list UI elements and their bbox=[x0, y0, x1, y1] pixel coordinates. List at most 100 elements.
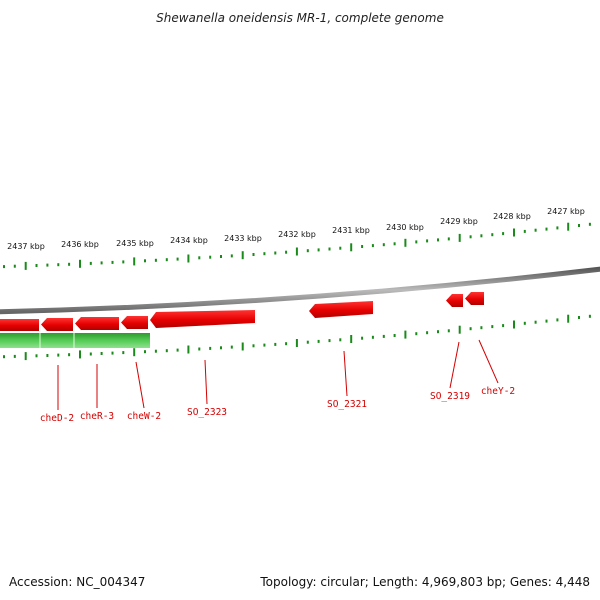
lower-ruler-minor-tick bbox=[57, 353, 60, 357]
lower-ruler-minor-tick bbox=[89, 352, 92, 356]
kbp-label-2434: 2434 kbp bbox=[170, 236, 208, 245]
callout-line-so-2319 bbox=[449, 341, 460, 389]
upper-ruler-minor-tick bbox=[339, 246, 342, 250]
lower-ruler-minor-tick bbox=[176, 348, 179, 352]
upper-ruler-minor-tick bbox=[220, 255, 222, 258]
lower-ruler-major-tick bbox=[513, 320, 515, 329]
lower-ruler-major-tick bbox=[79, 350, 81, 359]
gene-label-so-2323: SO_2323 bbox=[187, 407, 227, 418]
upper-ruler-minor-tick bbox=[165, 258, 168, 262]
lower-ruler-major-tick bbox=[241, 342, 244, 351]
upper-ruler-minor-tick bbox=[545, 227, 548, 231]
upper-ruler-minor-tick bbox=[100, 261, 103, 265]
upper-ruler-minor-tick bbox=[480, 234, 483, 238]
upper-ruler-minor-tick bbox=[491, 233, 494, 237]
lower-ruler-minor-tick bbox=[578, 316, 580, 319]
lower-ruler-minor-tick bbox=[122, 351, 125, 355]
lower-ruler-minor-tick bbox=[263, 343, 266, 347]
gene-arrow-so-2324 bbox=[121, 316, 148, 329]
green-gene-block bbox=[0, 333, 150, 348]
lower-ruler-minor-tick bbox=[447, 329, 450, 333]
lower-ruler-minor-tick bbox=[68, 353, 71, 357]
lower-ruler-minor-tick bbox=[144, 350, 146, 354]
callout-line-chew-2 bbox=[135, 361, 145, 409]
upper-ruler-minor-tick bbox=[578, 224, 580, 227]
upper-ruler-minor-tick bbox=[328, 247, 331, 251]
upper-ruler-minor-tick bbox=[144, 259, 146, 263]
upper-ruler-minor-tick bbox=[198, 256, 201, 260]
lower-ruler-minor-tick bbox=[491, 325, 494, 329]
kbp-label-2428: 2428 kbp bbox=[493, 212, 531, 221]
upper-ruler-major-tick bbox=[567, 222, 570, 231]
gene-label-chew-2: cheW-2 bbox=[127, 411, 161, 422]
upper-ruler-minor-tick bbox=[556, 226, 559, 230]
upper-ruler-major-tick bbox=[295, 247, 298, 256]
lower-ruler-minor-tick bbox=[502, 324, 505, 328]
upper-ruler-minor-tick bbox=[230, 254, 233, 258]
upper-ruler-minor-tick bbox=[68, 262, 71, 266]
lower-ruler-minor-tick bbox=[545, 319, 548, 323]
upper-ruler-labels: 2437 kbp 2436 kbp 2435 kbp 2434 kbp 2433… bbox=[7, 207, 585, 251]
gene-label-so-2319: SO_2319 bbox=[430, 391, 470, 402]
gene-arrow-cher-3 bbox=[41, 318, 73, 331]
genome-backbone bbox=[0, 266, 600, 315]
lower-ruler-minor-tick bbox=[339, 338, 342, 342]
upper-ruler-minor-tick bbox=[361, 245, 364, 248]
lower-ruler-minor-tick bbox=[230, 345, 233, 349]
lower-ruler-minor-tick bbox=[111, 351, 114, 355]
lower-ruler-minor-tick bbox=[437, 330, 439, 334]
lower-ruler-minor-tick bbox=[13, 354, 16, 358]
upper-ruler-major-tick bbox=[241, 251, 244, 260]
upper-ruler-minor-tick bbox=[154, 258, 157, 262]
reverse-strand-genes bbox=[0, 333, 150, 348]
lower-ruler-minor-tick bbox=[534, 320, 537, 324]
upper-ruler-minor-tick bbox=[382, 243, 385, 247]
lower-ruler-major-tick bbox=[187, 345, 190, 354]
gene-labels: cheD-2 cheR-3 cheW-2 SO_2323 SO_2321 SO_… bbox=[40, 386, 515, 424]
kbp-label-2430: 2430 kbp bbox=[386, 223, 424, 232]
lower-ruler-ticks bbox=[3, 314, 591, 361]
lower-ruler-minor-tick bbox=[361, 336, 364, 340]
gene-label-cher-3: cheR-3 bbox=[80, 411, 114, 422]
forward-strand-genes bbox=[0, 292, 484, 331]
callout-line-chey-2 bbox=[478, 339, 499, 384]
upper-ruler-minor-tick bbox=[252, 253, 255, 256]
lower-ruler-minor-tick bbox=[252, 344, 255, 348]
kbp-label-2429: 2429 kbp bbox=[440, 217, 478, 226]
lower-ruler-minor-tick bbox=[3, 355, 5, 359]
kbp-label-2431: 2431 kbp bbox=[332, 226, 370, 235]
lower-ruler-major-tick bbox=[350, 335, 353, 343]
upper-ruler-minor-tick bbox=[13, 264, 16, 268]
upper-ruler-minor-tick bbox=[317, 248, 320, 252]
upper-ruler-minor-tick bbox=[122, 260, 125, 264]
lower-ruler-minor-tick bbox=[35, 354, 38, 358]
upper-ruler-minor-tick bbox=[415, 240, 418, 244]
gene-arrow-so-2323 bbox=[150, 310, 255, 328]
kbp-label-2436: 2436 kbp bbox=[61, 240, 99, 249]
upper-ruler-major-tick bbox=[24, 261, 27, 270]
lower-ruler-minor-tick bbox=[426, 331, 429, 335]
upper-ruler-minor-tick bbox=[447, 237, 450, 241]
upper-ruler-minor-tick bbox=[57, 263, 60, 267]
upper-ruler-minor-tick bbox=[426, 239, 429, 243]
gene-arrow-so-2319 bbox=[446, 294, 463, 307]
kbp-label-2427: 2427 kbp bbox=[547, 207, 585, 216]
upper-ruler-major-tick bbox=[79, 259, 81, 268]
gene-arrow-ched-2 bbox=[0, 319, 39, 331]
upper-ruler-minor-tick bbox=[3, 265, 5, 269]
upper-ruler-minor-tick bbox=[393, 242, 396, 246]
lower-ruler-minor-tick bbox=[328, 339, 331, 343]
upper-ruler-minor-tick bbox=[588, 222, 591, 226]
upper-ruler-major-tick bbox=[350, 243, 353, 252]
upper-ruler-minor-tick bbox=[502, 232, 505, 236]
lower-ruler-major-tick bbox=[133, 348, 136, 357]
lower-ruler-minor-tick bbox=[382, 334, 385, 338]
upper-ruler-major-tick bbox=[404, 238, 407, 247]
kbp-label-2432: 2432 kbp bbox=[278, 230, 316, 239]
upper-ruler-minor-tick bbox=[35, 264, 38, 267]
upper-ruler-ticks bbox=[3, 222, 591, 270]
lower-ruler-major-tick bbox=[295, 339, 298, 347]
upper-ruler-minor-tick bbox=[523, 229, 526, 233]
callout-line-so-2321 bbox=[343, 350, 348, 397]
